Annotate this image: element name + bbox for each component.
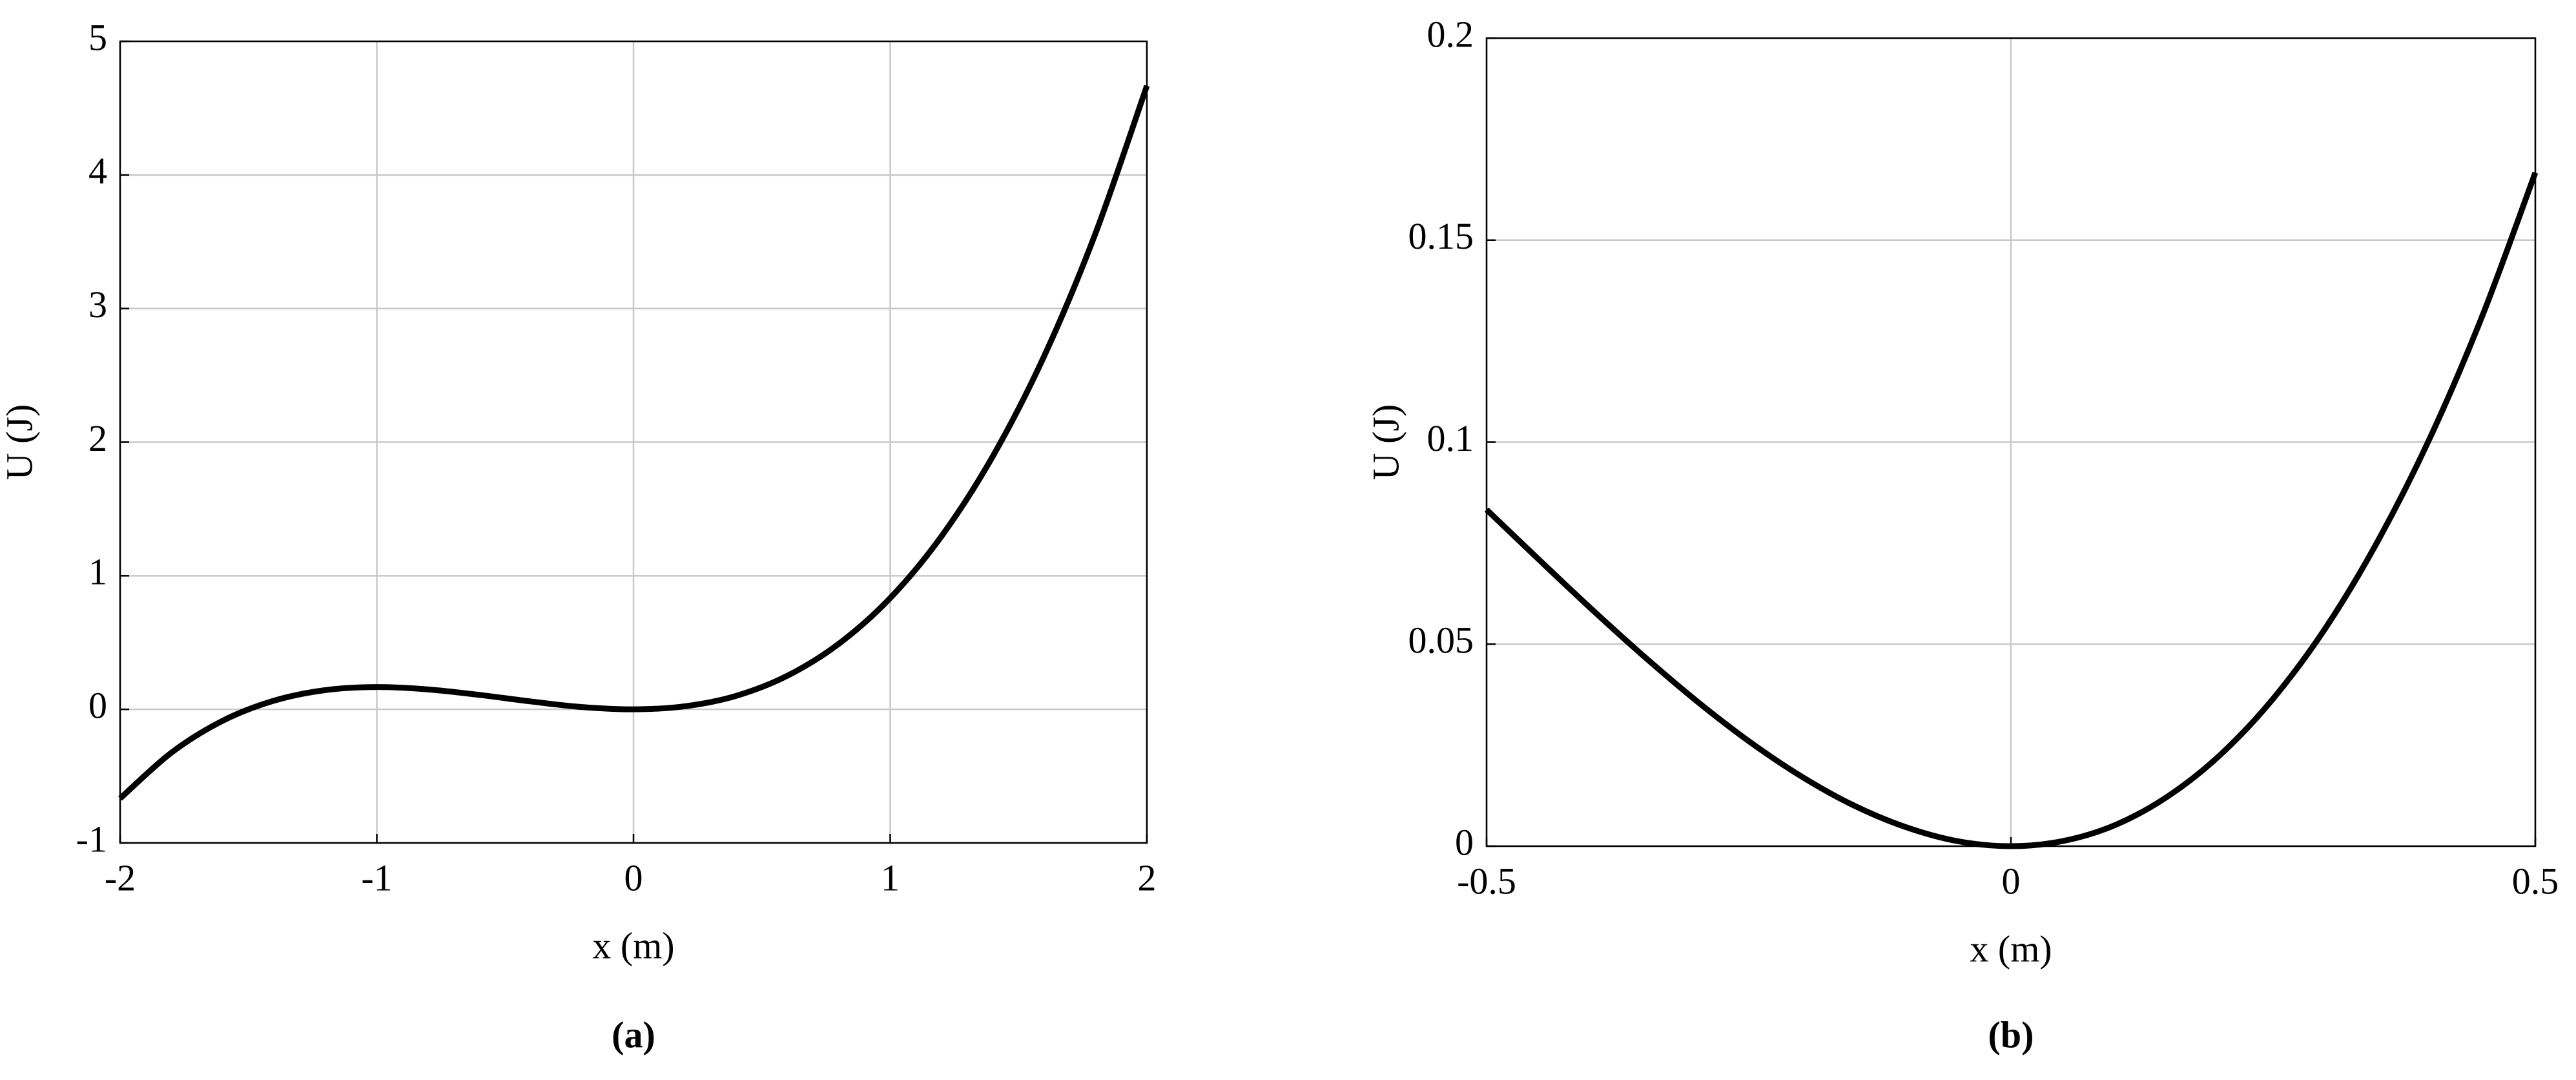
y-tick-label: 0.1 [1427,417,1474,459]
x-tick-label: 1 [881,857,900,898]
curve [118,85,1150,801]
y-tick-label: 4 [88,150,107,192]
y-tick-label: 0.15 [1408,215,1474,257]
x-tick-label: 0.5 [2512,860,2559,902]
y-tick-label: 5 [88,16,107,58]
x-axis-label: x (m) [592,924,674,966]
y-tick-label: 0.2 [1427,13,1474,55]
y-axis-label: U (J) [0,404,40,481]
y-tick-label: 0 [88,684,107,726]
curve [1484,171,2539,849]
x-tick-label: 0 [624,857,643,898]
x-tick-label: -1 [361,857,392,898]
plot-frame [119,40,1148,844]
panel-caption: (b) [1988,1013,2034,1055]
x-tick-label: -0.5 [1457,860,1516,902]
y-tick-label: 2 [88,417,107,459]
y-tick-label: 0.05 [1408,619,1474,661]
y-tick-label: 1 [88,551,107,593]
x-axis-label: x (m) [1970,928,2052,970]
x-tick-label: 0 [2002,860,2021,902]
x-tick-label: 2 [1138,857,1157,898]
x-tick-label: -2 [105,857,136,898]
y-tick-label: 0 [1455,821,1474,863]
panel-caption: (a) [612,1013,655,1055]
y-tick-label: 3 [88,284,107,326]
y-tick-label: -1 [76,818,107,860]
y-axis-label: U (J) [1365,404,1406,481]
